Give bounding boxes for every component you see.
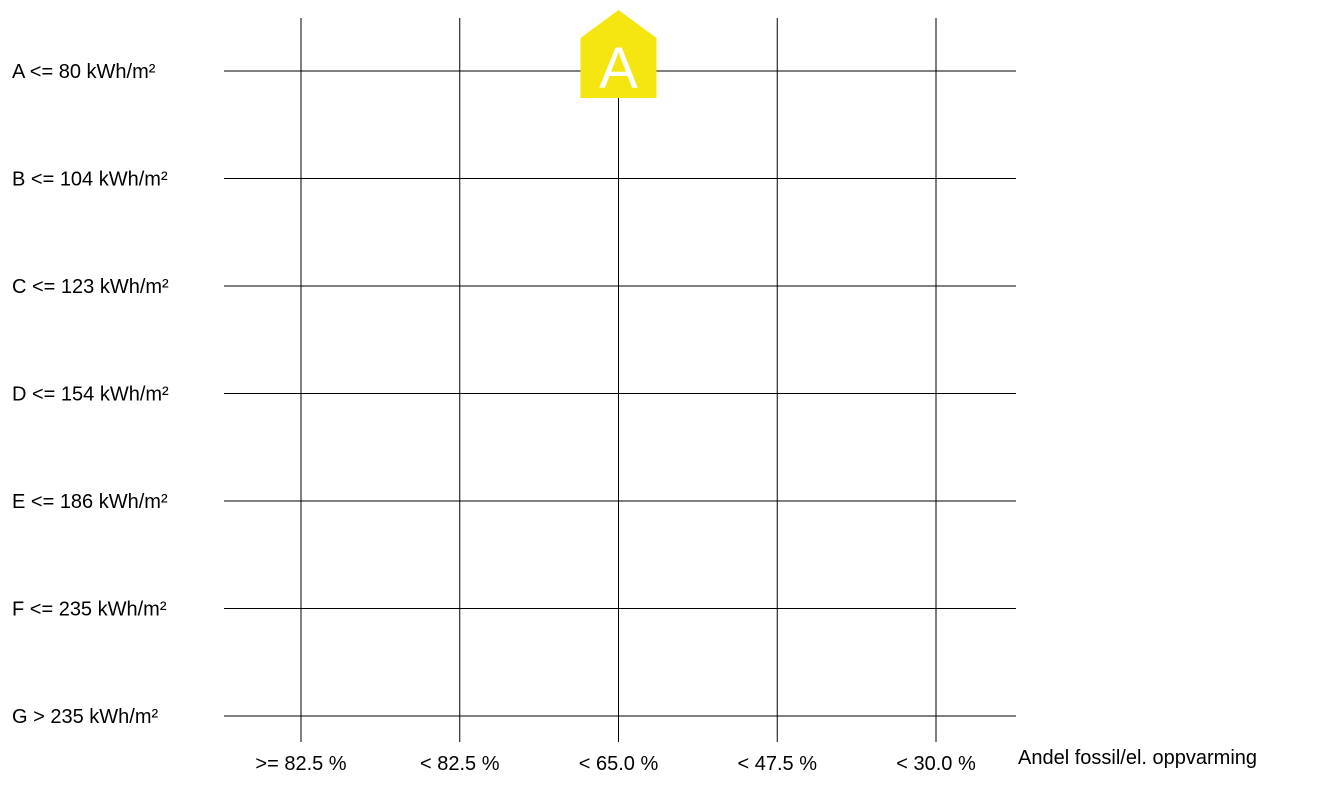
- y-tick-label-c: C <= 123 kWh/m²: [12, 276, 169, 298]
- y-tick-label-e: E <= 186 kWh/m²: [12, 491, 168, 513]
- y-tick-label-a: A <= 80 kWh/m²: [12, 61, 156, 83]
- grid-layer: [224, 18, 1016, 742]
- label-layer: A <= 80 kWh/m² B <= 104 kWh/m² C <= 123 kW…: [12, 61, 976, 775]
- x-tick-label-3: < 65.0 %: [579, 753, 659, 775]
- x-tick-label-2: < 82.5 %: [420, 753, 500, 775]
- x-tick-label-4: < 47.5 %: [737, 753, 817, 775]
- y-tick-label-b: B <= 104 kWh/m²: [12, 169, 168, 191]
- marker-layer: A: [580, 10, 657, 101]
- x-tick-label-5: < 30.0 %: [896, 753, 976, 775]
- y-tick-label-f: F <= 235 kWh/m²: [12, 599, 167, 621]
- energy-class-badge: [580, 10, 657, 98]
- x-axis-label: Andel fossil/el. oppvarming: [1018, 747, 1257, 769]
- energy-class-badge-label: A: [599, 36, 638, 101]
- y-tick-label-g: G > 235 kWh/m²: [12, 706, 158, 728]
- x-tick-label-1: >= 82.5 %: [255, 753, 346, 775]
- y-tick-label-d: D <= 154 kWh/m²: [12, 384, 169, 406]
